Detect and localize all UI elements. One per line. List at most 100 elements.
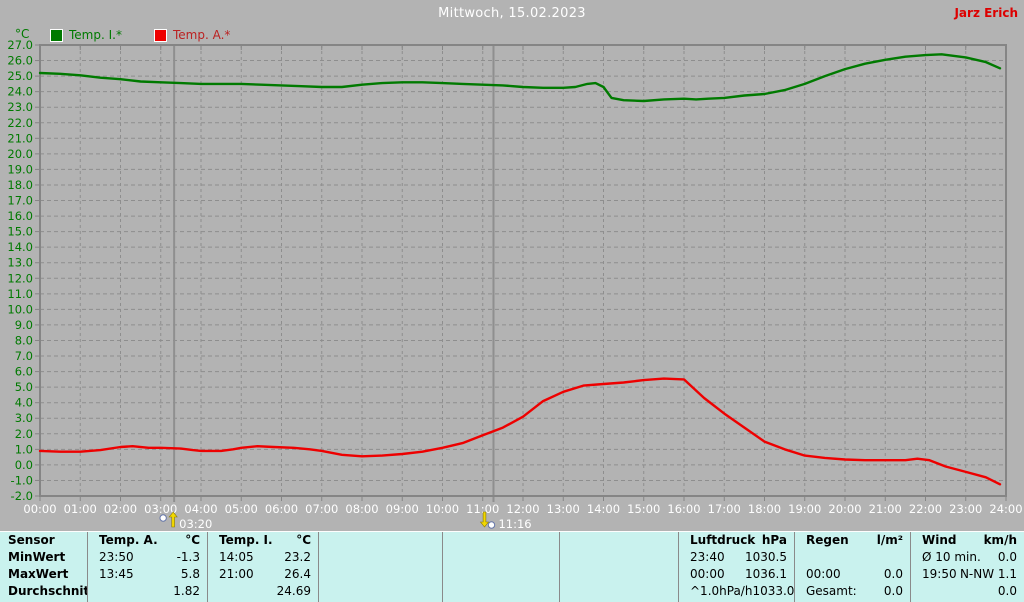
x-tick-label: 07:00 [305, 502, 338, 516]
table-cell [443, 566, 559, 583]
table-column-header: Luftdruck hPa [690, 533, 787, 547]
temp-i-swatch-icon [50, 28, 63, 42]
legend-label-temp-a: Temp. A.* [172, 28, 231, 42]
table-cell [319, 549, 442, 566]
table-cell: 00:00 1036.1 [690, 567, 787, 581]
y-tick-label: 15.0 [7, 225, 33, 239]
y-tick-label: -2.0 [11, 489, 33, 503]
table-cell [443, 583, 559, 600]
x-tick-label: 03:00 [144, 502, 177, 516]
x-tick-label: 04:00 [184, 502, 217, 516]
x-tick-label: 23:00 [949, 502, 982, 516]
table-cell [795, 549, 910, 566]
y-tick-label: 26.0 [7, 54, 33, 68]
x-tick-label: 00:00 [23, 502, 56, 516]
y-tick-label: 13.0 [7, 256, 33, 270]
table-cell [319, 566, 442, 583]
x-tick-label: 10:00 [426, 502, 459, 516]
x-tick-label: 13:00 [547, 502, 580, 516]
table-column: Temp. A. °C 23:50 -1.3 13:45 5.8 1.82 [87, 532, 207, 602]
y-tick-label: 21.0 [7, 131, 33, 145]
x-tick-label: 22:00 [909, 502, 942, 516]
x-tick-label: 24:00 [989, 502, 1022, 516]
y-tick-label: 19.0 [7, 162, 33, 176]
table-cell: 1.82 [173, 584, 200, 598]
table-cell [560, 566, 678, 583]
x-tick-label: 18:00 [748, 502, 781, 516]
table-column-header [443, 532, 559, 549]
y-tick-label: 12.0 [7, 271, 33, 285]
table-cell: ^1.0hPa/h 1033.0 [690, 584, 794, 598]
table-cell: 14:05 23.2 [219, 550, 311, 564]
table-cell: 23:40 1030.5 [690, 550, 787, 564]
y-tick-label: 17.0 [7, 194, 33, 208]
down-arrow-icon [479, 511, 490, 528]
table-row-label: MinWert [8, 550, 66, 564]
x-tick-label: 21:00 [869, 502, 902, 516]
table-cell [560, 583, 678, 600]
table-column-header: Temp. A. °C [99, 533, 200, 547]
table-cell: 21:00 26.4 [219, 567, 311, 581]
x-tick-label: 08:00 [345, 502, 378, 516]
y-tick-label: 18.0 [7, 178, 33, 192]
up-arrow-icon [168, 511, 178, 528]
table-column-header [560, 532, 678, 549]
temp-a-swatch-icon [153, 28, 167, 42]
y-tick-label: 16.0 [7, 209, 33, 223]
table-column: Wind km/h Ø 10 min. 0.0 19:50 N-NW 1.1 0.0 [910, 532, 1024, 602]
x-tick-label: 19:00 [788, 502, 821, 516]
table-cell: 24.69 [276, 584, 311, 598]
y-tick-label: 9.0 [15, 318, 33, 332]
x-tick-label: 17:00 [708, 502, 741, 516]
y-tick-label: 23.0 [7, 100, 33, 114]
table-column [442, 532, 559, 602]
y-tick-label: 27.0 [7, 38, 33, 52]
table-column-header: Wind km/h [922, 533, 1017, 547]
chart-legend: Temp. I.* Temp. A.* [50, 28, 230, 42]
statistics-table: Sensor MinWert MaxWert Durchschnitt Temp. A.… [0, 531, 1024, 602]
y-tick-label: 3.0 [15, 411, 33, 425]
moonset-icon [487, 521, 496, 529]
y-tick-label: 4.0 [15, 396, 33, 410]
x-tick-label: 09:00 [386, 502, 419, 516]
table-row-label: Durchschnitt [8, 584, 87, 598]
x-tick-label: 15:00 [627, 502, 660, 516]
legend-item-temp-a: Temp. A.* [153, 28, 231, 42]
table-column: Temp. I. °C 14:05 23.2 21:00 26.4 24.69 [207, 532, 318, 602]
y-tick-label: 5.0 [15, 380, 33, 394]
y-tick-label: 22.0 [7, 116, 33, 130]
y-tick-label: 1.0 [15, 442, 33, 456]
table-column: Regen l/m² 00:00 0.0 Gesamt: 0.0 [794, 532, 910, 602]
table-row-label: MaxWert [8, 567, 69, 581]
event-time-label: 03:20 [179, 517, 212, 531]
table-cell: 13:45 5.8 [99, 567, 200, 581]
x-tick-label: 12:00 [506, 502, 539, 516]
y-tick-label: 10.0 [7, 302, 33, 316]
x-tick-label: 05:00 [225, 502, 258, 516]
table-row-label-column: Sensor MinWert MaxWert Durchschnitt [0, 532, 87, 602]
y-tick-label: 20.0 [7, 147, 33, 161]
table-cell: 0.0 [997, 584, 1017, 598]
table-cell: 23:50 -1.3 [99, 550, 200, 564]
x-tick-label: 20:00 [828, 502, 861, 516]
y-tick-label: 24.0 [7, 85, 33, 99]
x-tick-label: 11:00 [466, 502, 499, 516]
table-column-header [319, 532, 442, 549]
table-cell: Ø 10 min. 0.0 [922, 550, 1017, 564]
legend-item-temp-i: Temp. I.* [50, 28, 122, 42]
x-tick-label: 02:00 [104, 502, 137, 516]
table-column: Luftdruck hPa 23:40 1030.5 00:00 1036.1 ^1.0hP… [678, 532, 794, 602]
moonrise-icon [159, 514, 167, 522]
temp-a-series-line [38, 377, 1002, 486]
temp-i-series-line [38, 53, 1002, 103]
table-cell: 00:00 0.0 [806, 567, 903, 581]
table-cell: 19:50 N-NW 1.1 [922, 567, 1017, 581]
table-cell [560, 549, 678, 566]
y-tick-label: 7.0 [15, 349, 33, 363]
table-column [318, 532, 442, 602]
y-tick-label: 14.0 [7, 240, 33, 254]
y-tick-label: 2.0 [15, 427, 33, 441]
table-row-label: Sensor [8, 533, 55, 547]
y-axis-unit-label: °C [15, 27, 30, 41]
table-cell [443, 549, 559, 566]
